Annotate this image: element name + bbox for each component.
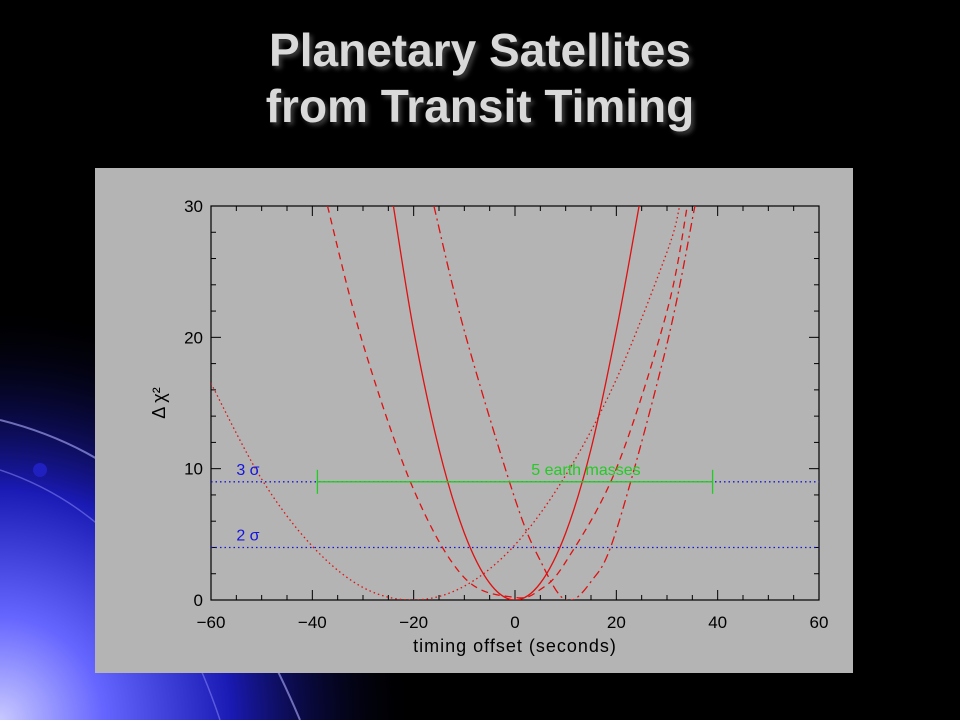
chi-square-curve-dashed <box>326 206 688 599</box>
y-tick-label: 30 <box>184 197 203 216</box>
y-axis-label: Δ χ² <box>149 387 169 418</box>
mass-annotation: 3 σ 2 σ 5 earth masses <box>236 462 714 544</box>
chi-square-curve-dashdot <box>433 206 696 600</box>
x-tick-label: 0 <box>510 613 519 632</box>
chi-square-chart: −60 −40 −20 0 20 40 60 0 10 20 30 3 σ 2 σ 5 earth m… <box>149 197 829 656</box>
x-tick-label: 20 <box>607 613 626 632</box>
y-tick-label: 20 <box>184 328 203 347</box>
plot-area-frame <box>210 205 820 601</box>
x-tick-label: 60 <box>810 613 829 632</box>
y-tick-label: 10 <box>184 460 203 479</box>
sigma-label: 2 σ <box>236 527 259 544</box>
axis-ticks <box>210 205 820 601</box>
x-tick-label: −20 <box>399 613 428 632</box>
y-tick-labels: 0 10 20 30 <box>184 197 203 610</box>
x-tick-label: −40 <box>298 613 327 632</box>
chart-panel: −60 −40 −20 0 20 40 60 0 10 20 30 3 σ 2 σ 5 earth m… <box>95 168 853 673</box>
x-tick-label: 40 <box>708 613 727 632</box>
chi-square-curve-dotted <box>211 206 681 600</box>
slide-title-line-2: from Transit Timing <box>265 80 695 132</box>
y-tick-label: 0 <box>194 591 203 610</box>
sigma-label: 3 σ <box>236 462 259 479</box>
slide-title: Planetary Satellites from Transit Timing <box>0 22 960 134</box>
x-tick-label: −60 <box>197 613 226 632</box>
slide-title-line-1: Planetary Satellites <box>269 24 691 76</box>
x-axis-label: timing offset (seconds) <box>413 636 617 656</box>
mass-annotation-label: 5 earth masses <box>531 462 640 479</box>
sigma-reference-lines <box>211 481 819 549</box>
chi-square-curves <box>211 206 696 600</box>
x-tick-labels: −60 −40 −20 0 20 40 60 <box>197 613 829 632</box>
chi-square-curve-solid <box>392 206 640 600</box>
